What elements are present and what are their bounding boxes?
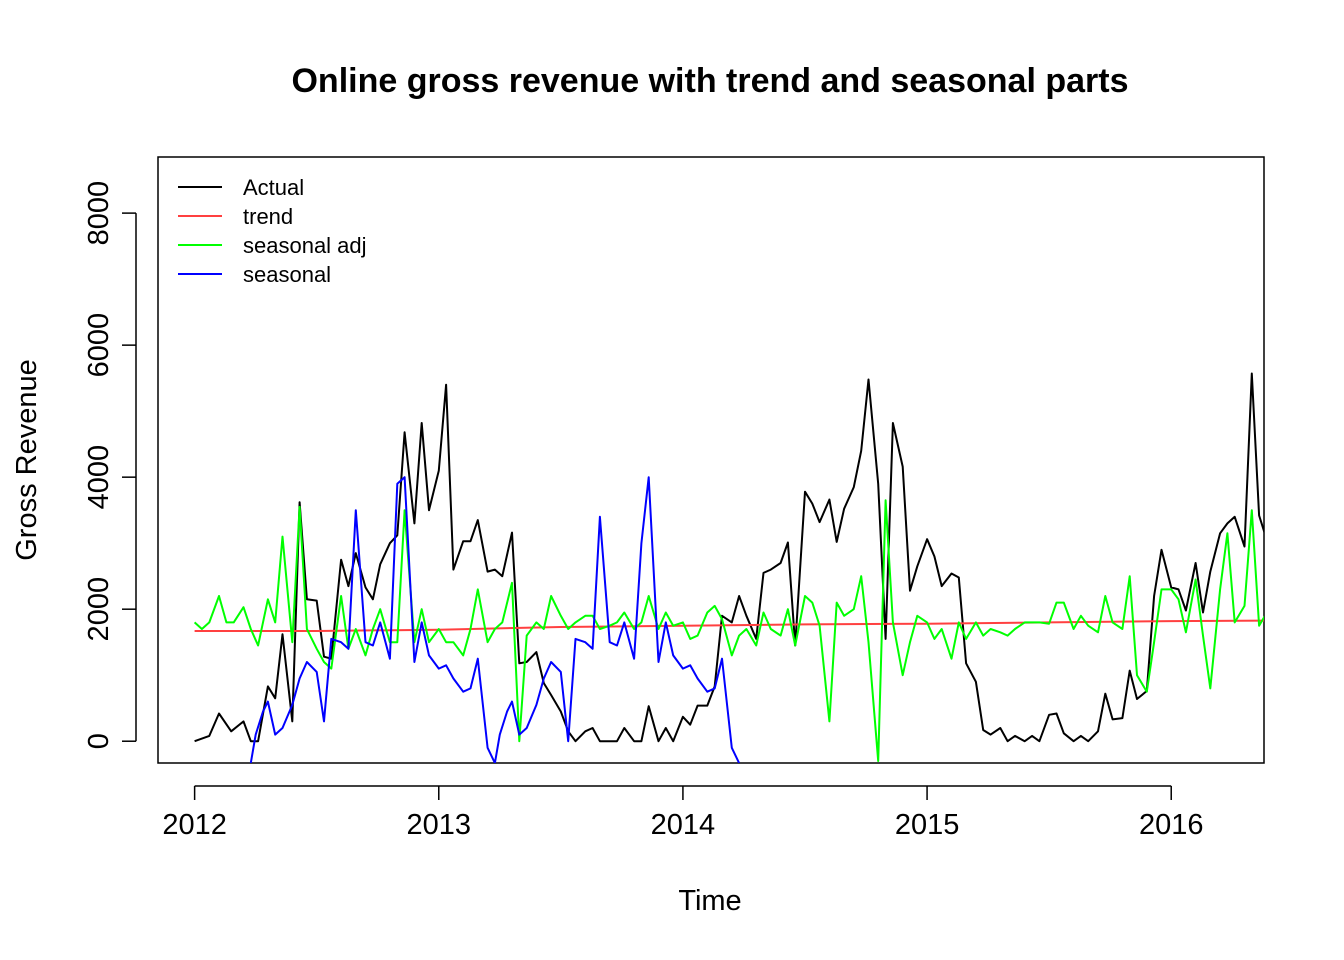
x-tick-label: 2012 (162, 809, 227, 841)
y-axis: 0 2000 4000 6000 8000 (83, 181, 137, 749)
series-layer (193, 372, 1264, 763)
series-line-trend (194, 619, 1264, 632)
legend-label: seasonal adj (243, 233, 367, 258)
x-tick-label: 2014 (651, 809, 716, 841)
plot-frame (157, 156, 1265, 764)
series-line-seasonal-adj (193, 499, 1264, 762)
chart-title: Online gross revenue with trend and seas… (291, 62, 1128, 100)
y-tick-label: 4000 (83, 445, 115, 510)
x-axis-label: Time (678, 885, 741, 917)
legend-label: trend (243, 204, 293, 229)
y-axis-label: Gross Revenue (11, 359, 43, 561)
x-tick-label: 2015 (895, 809, 960, 841)
x-tick-label: 2016 (1139, 809, 1204, 841)
y-tick-label: 8000 (83, 181, 115, 246)
series-line-actual (194, 372, 1264, 743)
y-tick-label: 6000 (83, 313, 115, 378)
series-line-seasonal (249, 476, 741, 763)
y-tick-label: 2000 (83, 577, 115, 642)
x-tick-label: 2013 (407, 809, 472, 841)
legend: Actual trend seasonal adj seasonal (178, 175, 367, 287)
x-axis: 2012 2013 2014 2015 2016 (162, 785, 1204, 841)
legend-label: seasonal (243, 262, 331, 287)
y-tick-label: 0 (83, 733, 115, 749)
legend-label: Actual (243, 175, 304, 200)
